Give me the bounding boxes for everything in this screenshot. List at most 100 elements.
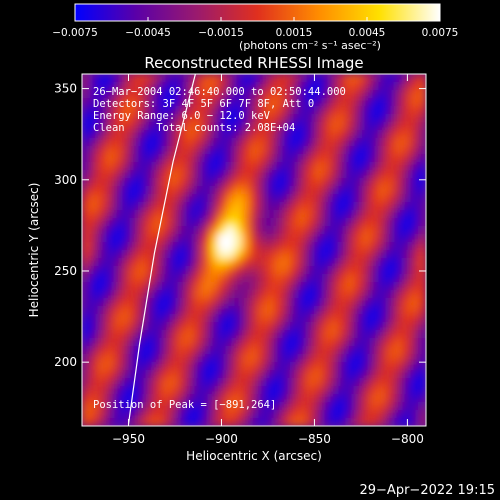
heatmap-cell: [306, 266, 314, 274]
heatmap-cell: [338, 298, 346, 306]
heatmap-cell: [194, 138, 202, 146]
heatmap-cell: [194, 202, 202, 210]
heatmap-cell: [194, 314, 202, 322]
heatmap-cell: [178, 170, 186, 178]
heatmap-cell: [146, 418, 154, 426]
heatmap-cell: [122, 162, 130, 170]
heatmap-cell: [234, 226, 242, 234]
heatmap-cell: [98, 90, 106, 98]
heatmap-cell: [82, 154, 90, 162]
heatmap-cell: [162, 346, 170, 354]
heatmap-cell: [138, 378, 146, 386]
heatmap-cell: [202, 154, 210, 162]
heatmap-image: [82, 74, 426, 426]
heatmap-cell: [186, 338, 194, 346]
heatmap-cell: [234, 82, 242, 90]
heatmap-cell: [386, 338, 394, 346]
heatmap-cell: [130, 210, 138, 218]
heatmap-cell: [370, 306, 378, 314]
heatmap-cell: [370, 130, 378, 138]
heatmap-cell: [338, 74, 346, 82]
heatmap-cell: [186, 330, 194, 338]
heatmap-cell: [122, 266, 130, 274]
heatmap-cell: [186, 386, 194, 394]
heatmap-cell: [282, 106, 290, 114]
heatmap-cell: [242, 186, 250, 194]
heatmap-cell: [282, 322, 290, 330]
heatmap-cell: [202, 178, 210, 186]
heatmap-cell: [402, 418, 410, 426]
heatmap-cell: [194, 370, 202, 378]
heatmap-cell: [82, 194, 90, 202]
heatmap-cell: [178, 274, 186, 282]
heatmap-cell: [298, 322, 306, 330]
heatmap-cell: [226, 274, 234, 282]
heatmap-cell: [362, 146, 370, 154]
heatmap-cell: [234, 250, 242, 258]
heatmap-cell: [306, 250, 314, 258]
heatmap-cell: [186, 98, 194, 106]
heatmap-cell: [378, 258, 386, 266]
heatmap-cell: [106, 290, 114, 298]
colorbar: [74, 3, 441, 22]
heatmap-cell: [258, 90, 266, 98]
heatmap-cell: [258, 202, 266, 210]
heatmap-cell: [362, 178, 370, 186]
heatmap-cell: [378, 394, 386, 402]
heatmap-cell: [98, 258, 106, 266]
heatmap-cell: [322, 290, 330, 298]
heatmap-cell: [170, 346, 178, 354]
heatmap-cell: [154, 226, 162, 234]
heatmap-cell: [378, 362, 386, 370]
heatmap-cell: [282, 82, 290, 90]
heatmap-cell: [98, 106, 106, 114]
heatmap-cell: [178, 74, 186, 82]
heatmap-cell: [298, 194, 306, 202]
heatmap-cell: [122, 202, 130, 210]
heatmap-cell: [98, 242, 106, 250]
heatmap-cell: [202, 138, 210, 146]
heatmap-cell: [138, 362, 146, 370]
heatmap-cell: [338, 402, 346, 410]
heatmap-cell: [410, 210, 418, 218]
heatmap-cell: [322, 338, 330, 346]
heatmap-cell: [202, 314, 210, 322]
heatmap-cell: [226, 82, 234, 90]
heatmap-cell: [106, 226, 114, 234]
heatmap-cell: [306, 138, 314, 146]
heatmap-cell: [362, 266, 370, 274]
heatmap-cell: [162, 362, 170, 370]
heatmap-cell: [154, 74, 162, 82]
heatmap-cell: [218, 370, 226, 378]
heatmap-cell: [298, 242, 306, 250]
heatmap-cell: [98, 306, 106, 314]
heatmap-cell: [258, 370, 266, 378]
heatmap-cell: [106, 98, 114, 106]
heatmap-cell: [98, 98, 106, 106]
heatmap-cell: [386, 274, 394, 282]
heatmap-cell: [266, 370, 274, 378]
heatmap-cell: [202, 394, 210, 402]
heatmap-cell: [306, 402, 314, 410]
heatmap-cell: [322, 170, 330, 178]
heatmap-cell: [218, 330, 226, 338]
heatmap-cell: [338, 98, 346, 106]
heatmap-cell: [90, 386, 98, 394]
heatmap-cell: [242, 330, 250, 338]
heatmap-cell: [242, 250, 250, 258]
heatmap-cell: [162, 130, 170, 138]
heatmap-cell: [154, 98, 162, 106]
heatmap-cell: [90, 322, 98, 330]
heatmap-cell: [402, 362, 410, 370]
heatmap-cell: [218, 178, 226, 186]
heatmap-cell: [226, 210, 234, 218]
heatmap-cell: [162, 210, 170, 218]
heatmap-cell: [410, 354, 418, 362]
heatmap-cell: [106, 354, 114, 362]
heatmap-cell: [266, 130, 274, 138]
heatmap-cell: [258, 330, 266, 338]
heatmap-cell: [354, 290, 362, 298]
heatmap-cell: [410, 370, 418, 378]
heatmap-cell: [178, 346, 186, 354]
heatmap-cell: [418, 170, 426, 178]
